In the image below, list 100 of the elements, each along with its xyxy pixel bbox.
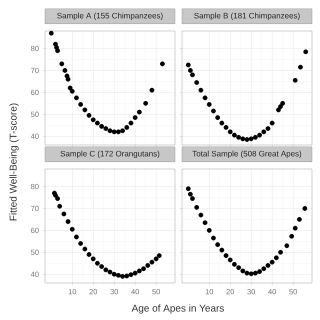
point [116,129,121,134]
point [257,132,262,138]
point [145,263,150,268]
point [215,242,220,248]
point [78,102,84,107]
point [62,68,68,73]
point [194,204,200,210]
point [297,217,302,222]
point [224,253,228,258]
point [95,120,100,126]
point [112,272,117,277]
point [190,72,195,78]
point [303,49,308,54]
point [103,267,108,272]
point [128,120,134,126]
point [252,134,258,140]
point [211,108,216,114]
point [70,226,75,232]
point [70,88,75,94]
point [55,48,60,54]
point [248,271,254,276]
point [194,80,200,85]
point [228,129,233,134]
point [150,260,154,265]
point [108,270,112,274]
point [215,115,220,120]
point [219,120,224,126]
point [86,113,92,118]
point [132,270,138,276]
point [276,108,281,112]
y-axis-title: Fitted Well-Being (T-score) [9,103,19,220]
point [156,253,162,258]
point [298,64,303,70]
point [224,125,228,130]
point [232,262,237,267]
point [188,192,193,197]
point [124,274,130,278]
point [160,61,165,66]
point [198,88,204,93]
point [74,234,79,240]
point [95,260,100,266]
point [232,132,237,138]
point [136,268,142,274]
point [240,268,246,274]
point [270,260,275,265]
point [103,126,108,131]
point [190,196,195,201]
point [206,102,212,107]
point [154,256,159,262]
point [202,95,208,100]
point [99,264,104,269]
point [86,252,92,257]
point [228,258,233,262]
point [55,196,60,201]
point [292,78,298,83]
point [257,269,262,274]
point [108,128,112,134]
point [289,234,294,239]
point [188,68,193,73]
point [219,248,224,253]
point [99,124,104,129]
point [280,100,286,106]
point [261,266,266,272]
point [278,250,283,255]
point [78,241,84,246]
point [236,265,242,270]
point [302,206,308,211]
point [206,228,212,233]
point [141,266,146,272]
point [74,95,79,100]
point [186,186,191,192]
point [150,88,154,93]
point [57,204,62,209]
point [128,272,134,278]
point [240,136,246,142]
point [244,270,250,276]
x-axis-title: Age of Apes in Years [132,304,224,314]
point [120,128,125,134]
point [198,212,204,218]
point [202,220,208,226]
point [116,272,121,278]
point [124,125,130,130]
point [66,219,70,224]
point [244,137,250,142]
point [261,129,266,134]
point [292,226,298,231]
point [132,115,138,120]
point [270,120,275,126]
point [120,274,125,279]
point [82,108,88,112]
point [61,212,66,216]
point [284,243,290,248]
point [112,129,117,134]
point [266,263,270,268]
point [211,236,216,240]
point [278,104,283,110]
point [186,62,191,68]
point [68,86,73,90]
point [143,100,148,106]
point [252,270,258,276]
